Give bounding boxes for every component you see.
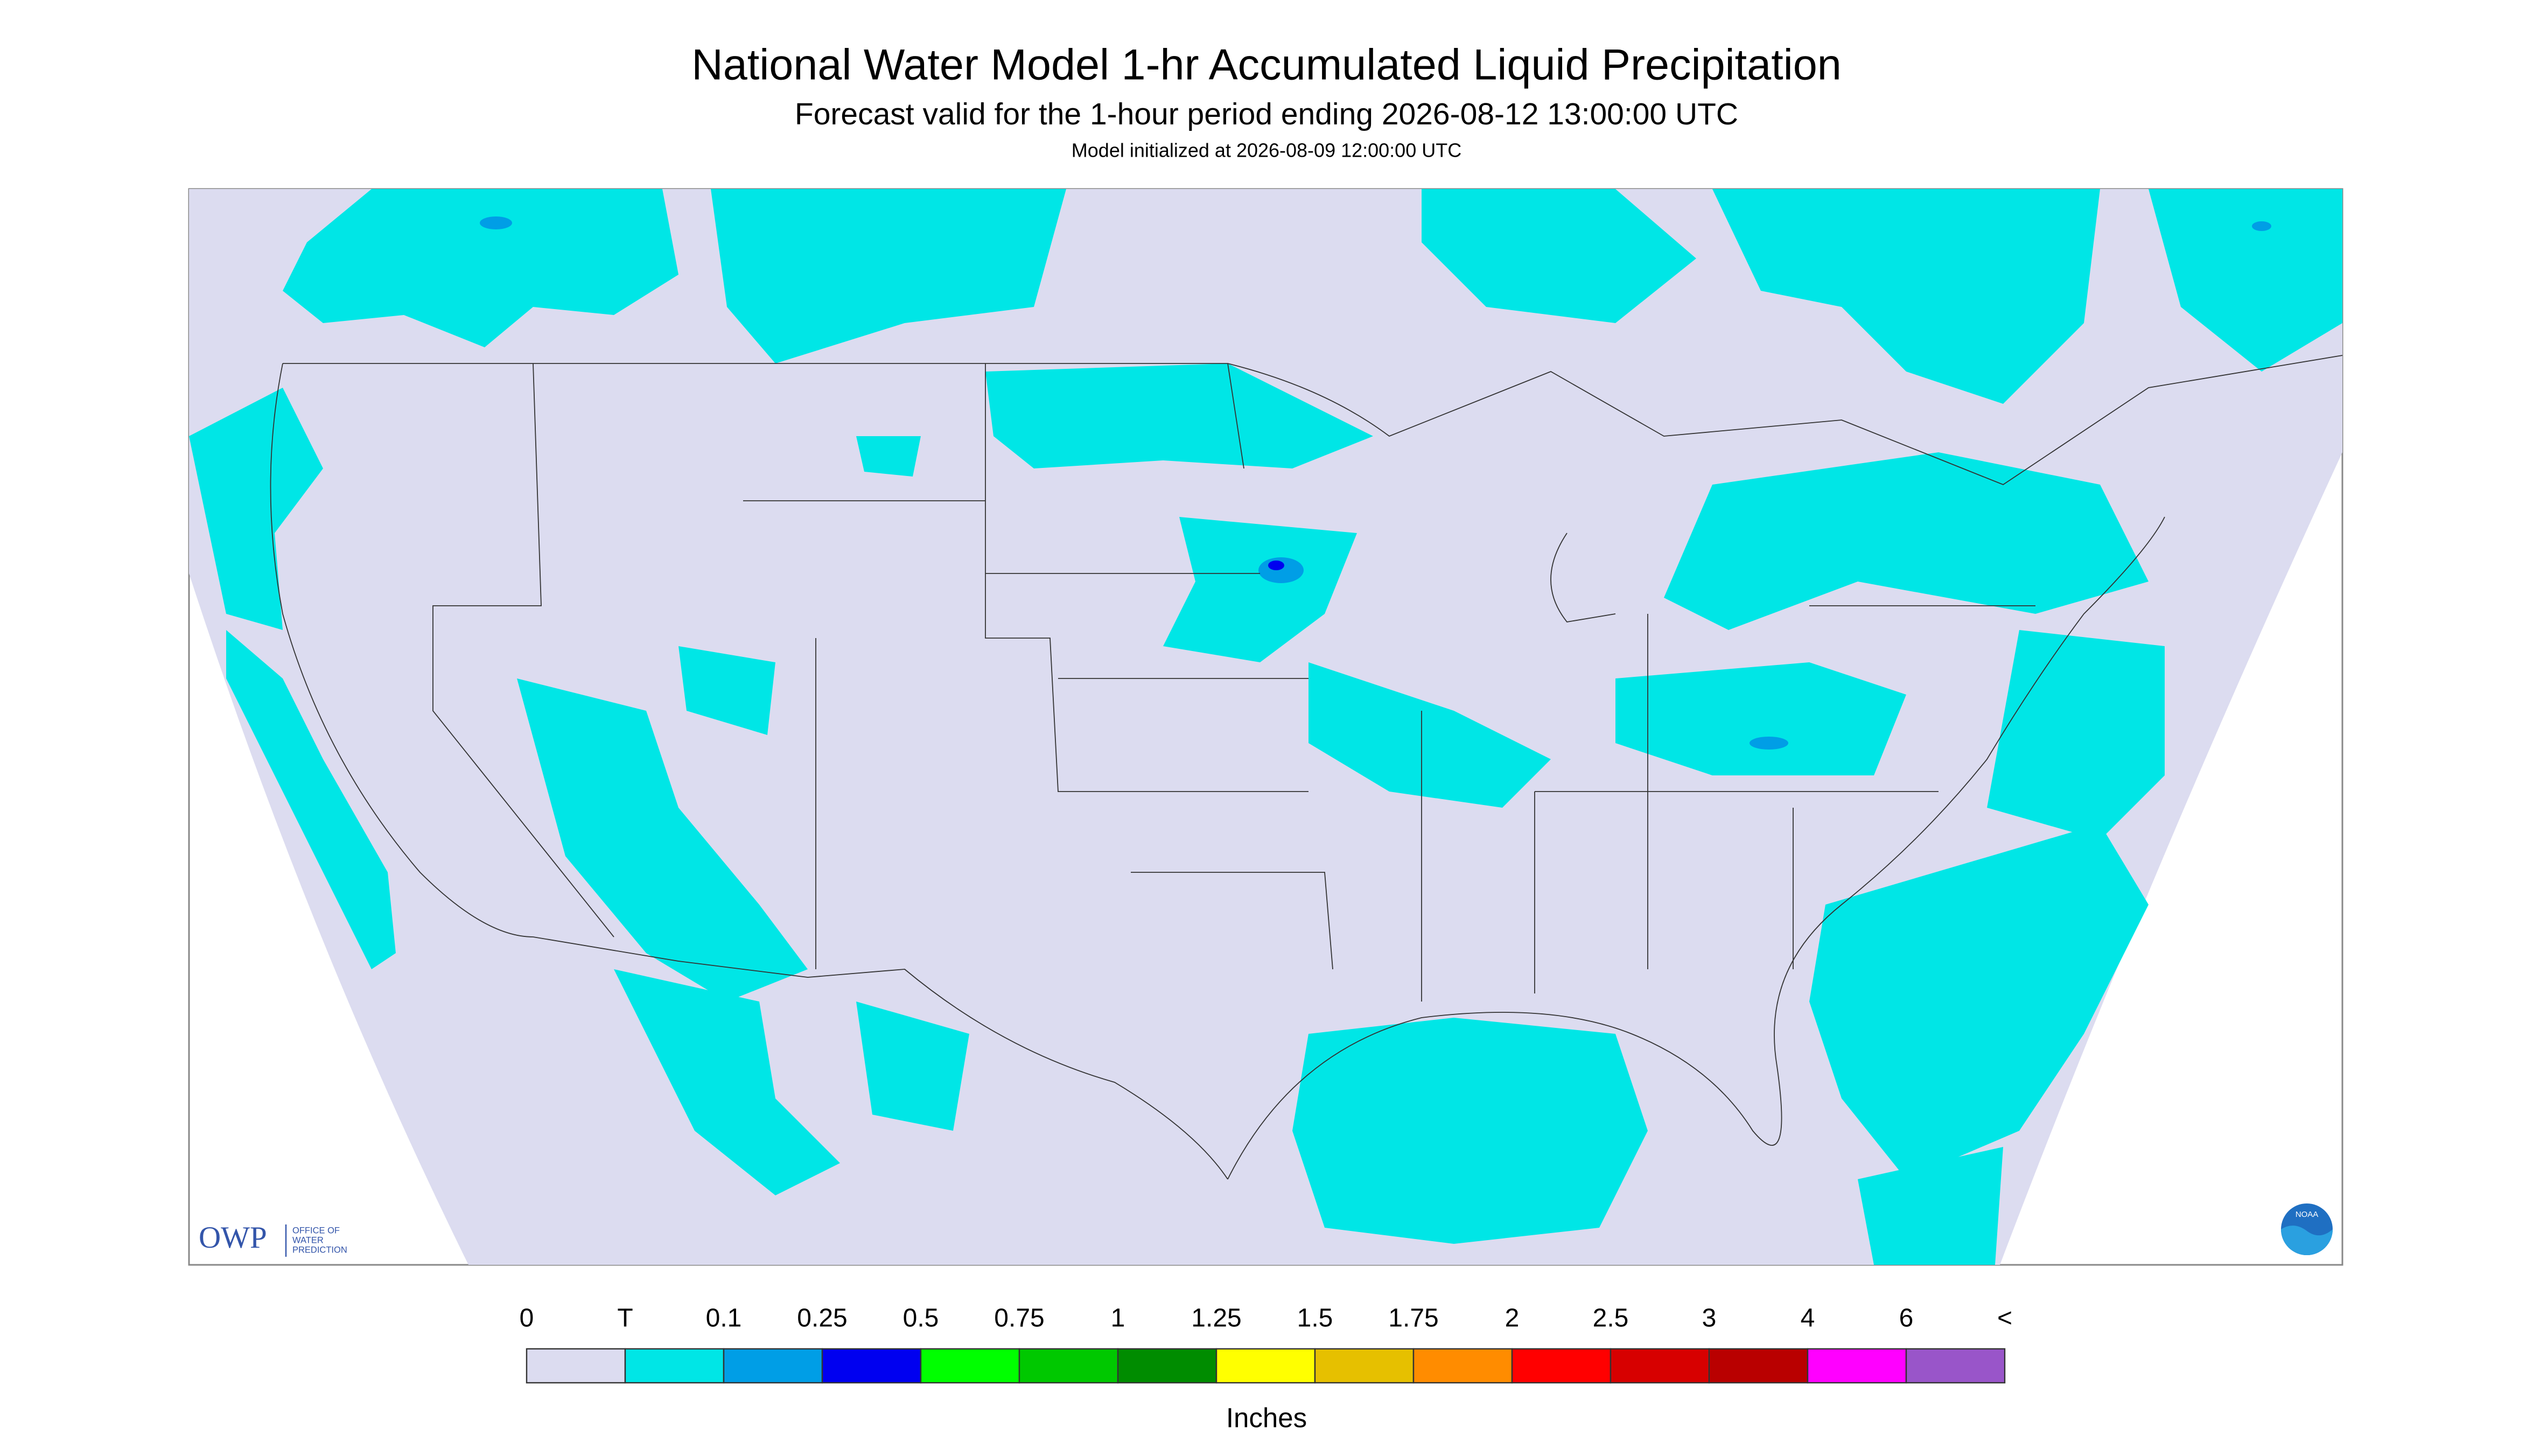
legend-label: 4 [1801, 1304, 1815, 1333]
noaa-logo-text: NOAA [2296, 1210, 2319, 1219]
owp-logo-text: OWP [199, 1221, 267, 1255]
map: OWP OFFICE OF WATER PREDICTION NOAA [188, 188, 2343, 1266]
init-note: Model initialized at 2026-08-09 12:00:00… [1072, 139, 1461, 162]
heavier-precip [480, 216, 2271, 750]
legend-swatch [624, 1348, 725, 1384]
legend-swatch [1905, 1348, 2006, 1384]
legend-label: 0.25 [797, 1304, 847, 1333]
legend-unit: Inches [1226, 1402, 1307, 1433]
title: National Water Model 1-hr Accumulated Li… [691, 40, 1842, 89]
legend-label: < [1997, 1304, 2012, 1333]
legend-label: 3 [1702, 1304, 1717, 1333]
legend-swatch [1511, 1348, 1612, 1384]
boundaries [270, 355, 2343, 1180]
legend-label: 1.5 [1297, 1304, 1333, 1333]
legend-label: 1.75 [1388, 1304, 1438, 1333]
owp-logo: OWP OFFICE OF WATER PREDICTION [199, 1221, 347, 1257]
legend-swatch [1314, 1348, 1415, 1384]
legend-label: 0.1 [706, 1304, 742, 1333]
legend-swatch [723, 1348, 823, 1384]
legend-swatch [1610, 1348, 1710, 1384]
owp-logo-line: WATER [292, 1235, 324, 1245]
owp-logo-line: OFFICE OF [292, 1226, 340, 1235]
legend-swatch [1215, 1348, 1316, 1384]
legend-swatch [1807, 1348, 1907, 1384]
legend-label: 1 [1111, 1304, 1125, 1333]
legend-swatch [1708, 1348, 1809, 1384]
legend-swatch [1412, 1348, 1513, 1384]
legend-swatch [1018, 1348, 1119, 1384]
subtitle: Forecast valid for the 1-hour period end… [795, 97, 1738, 131]
legend-swatch [526, 1348, 626, 1384]
owp-logo-line: PREDICTION [292, 1245, 347, 1255]
precip-areas [189, 189, 2342, 1265]
legend-swatch [1117, 1348, 1217, 1384]
legend-label: 1.25 [1191, 1304, 1241, 1333]
legend-swatch [821, 1348, 922, 1384]
noaa-logo: NOAA [2281, 1203, 2333, 1256]
legend-label: 0.75 [994, 1304, 1044, 1333]
legend-label: 2 [1505, 1304, 1520, 1333]
legend-label: T [617, 1304, 633, 1333]
color-legend: Inches 0 T 0.1 0.25 0.5 0.75 1 1.25 1.5 1.75 2 2.5 3… [520, 1304, 2012, 1433]
legend-label: 0 [520, 1304, 534, 1333]
legend-label: 6 [1899, 1304, 1914, 1333]
legend-label: 2.5 [1593, 1304, 1629, 1333]
legend-label: 0.5 [903, 1304, 939, 1333]
legend-swatch [920, 1348, 1020, 1384]
